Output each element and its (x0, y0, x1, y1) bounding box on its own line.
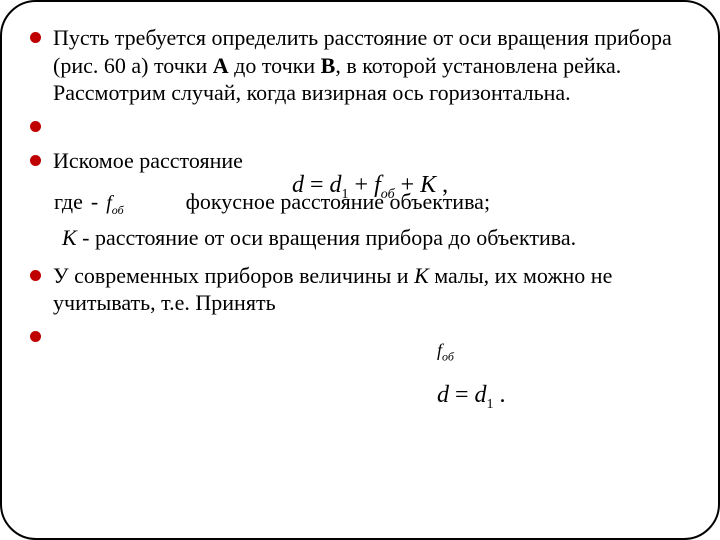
eq1-comma: , (436, 172, 448, 198)
eq2-eq: = (449, 382, 475, 408)
formula-eq1: d = d1 + fоб + К , (292, 172, 448, 203)
b1-A: А (213, 53, 229, 78)
bullet-1: Пусть требуется определить расстояние от… (30, 24, 690, 107)
bullet-6-empty (30, 323, 690, 351)
bullet-3: Искомое расстояние (30, 147, 690, 175)
where-K: К (62, 225, 77, 250)
b5-pre: У современных приборов величины и (53, 263, 414, 288)
bullet-3-text: Искомое расстояние (53, 147, 243, 175)
slide-frame: Пусть требуется определить расстояние от… (0, 0, 720, 540)
where-gde: где (54, 188, 83, 216)
eq1-d: d (292, 172, 304, 198)
fob-sub: об (442, 350, 454, 364)
bullet-2-empty (30, 113, 690, 141)
bullet-2-spacer (53, 113, 690, 141)
eq1-K: К (420, 172, 436, 198)
eq1-plus1: + (349, 172, 375, 198)
bullet-5: У современных приборов величины и К малы… (30, 262, 690, 317)
bullet-dot (30, 331, 41, 342)
eq2-d1: d (475, 382, 487, 408)
where-line-2: К - расстояние от оси вращения прибора д… (62, 224, 690, 252)
eq1-eq: = (304, 172, 330, 198)
formula-fob-inline: fоб (437, 340, 454, 365)
eq1-plus2: + (395, 172, 421, 198)
formula-eq2: d = d1 . (437, 382, 506, 413)
eq1-fsub: об (381, 187, 395, 202)
eq1-d1: d (330, 172, 342, 198)
bullet-dot (30, 155, 41, 166)
bullet-6-spacer (53, 323, 690, 351)
b1-mid1: до точки (229, 53, 321, 78)
where-line2-rest: расстояние от оси вращения прибора до об… (95, 225, 576, 250)
bullet-dot (30, 270, 41, 281)
b1-B: В (321, 53, 336, 78)
bullet-1-text: Пусть требуется определить расстояние от… (53, 24, 690, 107)
where-dash1: - (91, 188, 98, 216)
eq1-sub1: 1 (342, 187, 349, 202)
where-fob: fоб (106, 191, 123, 218)
bullet-5-text: У современных приборов величины и К малы… (53, 262, 690, 317)
b5-K: К (414, 263, 429, 288)
eq2-d: d (437, 382, 449, 408)
eq2-dot: . (494, 382, 506, 408)
eq1-f: f (374, 172, 381, 198)
bullet-dot (30, 121, 41, 132)
where-dash2: - (77, 225, 95, 250)
where-fob-sub: об (112, 203, 124, 217)
bullet-3-line: Искомое расстояние (53, 147, 690, 175)
bullet-dot (30, 32, 41, 43)
eq2-sub1: 1 (487, 397, 494, 412)
